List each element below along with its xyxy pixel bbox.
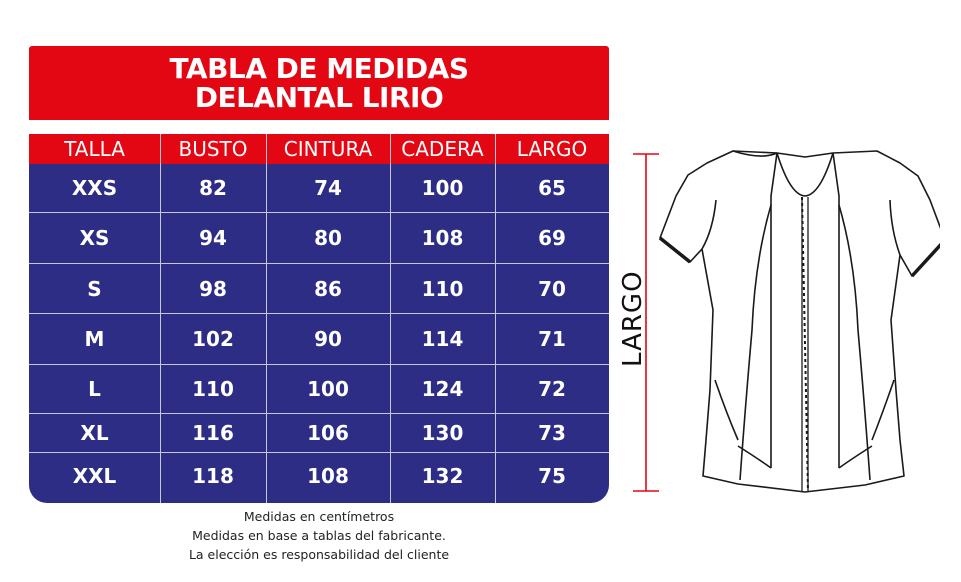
cell-cadera: 130: [421, 421, 464, 445]
row-divider: [29, 452, 609, 453]
row-divider: [29, 212, 609, 213]
table-row: L 110 100 124 72: [29, 365, 609, 413]
header-cintura: CINTURA: [283, 137, 373, 161]
zipper-line: [801, 196, 809, 493]
cell-talla: M: [84, 327, 105, 351]
cell-largo: 65: [538, 176, 566, 200]
header-largo: LARGO: [516, 137, 588, 161]
cell-talla: XXS: [71, 176, 118, 200]
column-divider: [160, 134, 161, 503]
table-row: XXS 82 74 100 65: [29, 164, 609, 212]
header-cadera: CADERA: [401, 137, 484, 161]
column-divider: [390, 134, 391, 503]
header-talla: TALLA: [64, 137, 125, 161]
cell-largo: 71: [538, 327, 566, 351]
cell-cintura: 100: [307, 377, 349, 401]
cell-cadera: 100: [421, 176, 464, 200]
note-source: Medidas en base a tablas del fabricante.: [192, 528, 446, 543]
table-row: S 98 86 110 70: [29, 264, 609, 313]
footnotes: Medidas en centímetros Medidas en base a…: [29, 507, 609, 564]
cell-cintura: 106: [307, 421, 349, 445]
cell-cintura: 108: [307, 464, 349, 488]
cell-largo: 75: [538, 464, 566, 488]
apron-diagram: [633, 150, 940, 493]
cell-largo: 73: [538, 421, 566, 445]
cell-cintura: 90: [314, 327, 342, 351]
cell-cintura: 80: [314, 226, 342, 250]
row-divider: [29, 413, 609, 414]
cell-talla: L: [88, 377, 101, 401]
header-busto: BUSTO: [178, 137, 248, 161]
cell-cadera: 108: [421, 226, 464, 250]
cell-busto: 102: [192, 327, 234, 351]
cell-talla: XXL: [72, 464, 117, 488]
cell-cadera: 114: [421, 327, 464, 351]
cell-busto: 118: [192, 464, 234, 488]
length-measure-line: [633, 153, 659, 492]
cell-talla: XL: [80, 421, 109, 445]
table-row: XS 94 80 108 69: [29, 213, 609, 263]
cell-largo: 70: [538, 276, 566, 301]
cell-cadera: 132: [421, 464, 464, 488]
row-divider: [29, 263, 609, 264]
cell-cintura: 86: [314, 276, 342, 301]
row-divider: [29, 313, 609, 314]
cell-busto: 82: [199, 176, 227, 200]
cell-talla: XS: [79, 226, 110, 250]
column-divider: [495, 134, 496, 503]
table-row: XXL 118 108 132 75: [29, 453, 609, 499]
apron-outline: [658, 150, 940, 493]
table-header-row: TALLA BUSTO CINTURA CADERA LARGO: [29, 134, 609, 164]
size-table: TALLA BUSTO CINTURA CADERA LARGO XXS 82 …: [29, 134, 609, 503]
cell-busto: 116: [192, 421, 234, 445]
title-line-1: TABLA DE MEDIDAS: [169, 52, 469, 85]
cell-cadera: 124: [421, 377, 464, 401]
cell-cadera: 110: [421, 276, 464, 301]
cell-largo: 69: [538, 226, 566, 250]
note-units: Medidas en centímetros: [243, 509, 395, 524]
note-disclaimer: La elección es responsabilidad del clien…: [188, 547, 450, 562]
title-banner: TABLA DE MEDIDAS DELANTAL LIRIO: [29, 46, 609, 120]
cell-largo: 72: [538, 377, 566, 401]
title-line-2: DELANTAL LIRIO: [194, 81, 444, 114]
cell-busto: 98: [199, 276, 227, 301]
column-divider: [266, 134, 267, 503]
table-row: M 102 90 114 71: [29, 314, 609, 364]
cell-cintura: 74: [314, 176, 342, 200]
largo-label: LARGO: [618, 270, 648, 367]
cell-busto: 94: [199, 226, 227, 250]
row-divider: [29, 364, 609, 365]
cell-talla: S: [87, 276, 102, 301]
table-row: XL 116 106 130 73: [29, 414, 609, 452]
cell-busto: 110: [192, 377, 234, 401]
